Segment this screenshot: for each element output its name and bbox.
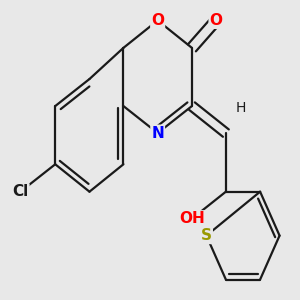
- Text: OH: OH: [179, 211, 205, 226]
- Text: H: H: [236, 101, 246, 115]
- Text: Cl: Cl: [12, 184, 28, 199]
- Text: N: N: [151, 126, 164, 141]
- Text: O: O: [209, 13, 223, 28]
- Text: S: S: [201, 228, 212, 243]
- Text: O: O: [151, 13, 164, 28]
